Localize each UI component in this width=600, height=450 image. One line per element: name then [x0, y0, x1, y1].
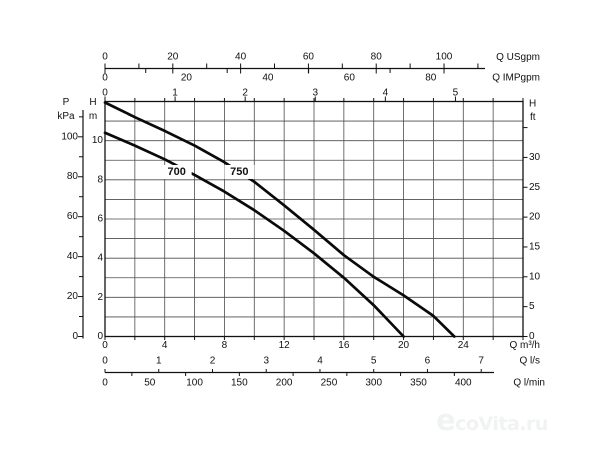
svg-text:60: 60: [303, 52, 315, 63]
svg-text:7: 7: [478, 356, 484, 367]
axis-h-ft: 0 5 10 15 20 25 30 Hft: [523, 99, 541, 342]
svg-text:20: 20: [67, 291, 79, 302]
curve-label-700: 700: [161, 165, 192, 179]
svg-text:350: 350: [410, 378, 427, 389]
svg-text:1: 1: [156, 356, 162, 367]
svg-text:40: 40: [262, 73, 274, 84]
svg-text:40: 40: [67, 251, 79, 262]
svg-text:Q l/s: Q l/s: [519, 356, 540, 367]
svg-text:0: 0: [102, 88, 108, 99]
axis-q-top-unlabeled: 0 1 2 3 4 5: [102, 88, 459, 102]
axis-q-m3h: 0 4 8 12 16 20 24 Q m³/h: [102, 340, 540, 351]
svg-text:0: 0: [72, 331, 78, 342]
watermark-ecovita: ecoVita.ru: [436, 403, 548, 437]
svg-text:5: 5: [529, 301, 535, 312]
svg-text:0: 0: [102, 52, 108, 63]
svg-text:Q USgpm: Q USgpm: [496, 52, 540, 63]
svg-text:150: 150: [231, 378, 248, 389]
svg-text:0: 0: [529, 331, 535, 342]
svg-text:P: P: [63, 97, 70, 108]
svg-text:400: 400: [455, 378, 472, 389]
grid: [105, 101, 523, 337]
svg-text:0: 0: [102, 356, 108, 367]
svg-text:20: 20: [167, 52, 179, 63]
svg-text:5: 5: [453, 88, 459, 99]
svg-text:8: 8: [222, 340, 228, 351]
svg-text:100: 100: [436, 52, 453, 63]
svg-text:20: 20: [181, 73, 193, 84]
curve-700: [103, 131, 405, 338]
svg-text:200: 200: [276, 378, 293, 389]
svg-text:ft: ft: [530, 112, 536, 123]
svg-text:4: 4: [317, 356, 323, 367]
axis-q-usgpm: 0 20 40 60 80 100 Q USgpm: [102, 52, 540, 74]
svg-text:25: 25: [529, 182, 541, 193]
svg-text:Q IMPgpm: Q IMPgpm: [492, 73, 540, 84]
svg-text:24: 24: [458, 340, 470, 351]
svg-text:10: 10: [529, 271, 541, 282]
svg-text:0: 0: [97, 331, 103, 342]
svg-text:40: 40: [235, 52, 247, 63]
axis-q-impgpm: 0 20 40 60 80 Q IMPgpm: [102, 68, 540, 84]
svg-text:60: 60: [344, 73, 356, 84]
curve-label-750: 750: [224, 165, 255, 179]
svg-text:15: 15: [529, 241, 541, 252]
svg-text:20: 20: [398, 340, 410, 351]
watermark-rest: coVita.ru: [455, 413, 548, 435]
svg-text:3: 3: [312, 88, 318, 99]
svg-text:8: 8: [97, 174, 103, 185]
svg-text:H: H: [529, 99, 536, 110]
svg-text:12: 12: [279, 340, 291, 351]
svg-text:2: 2: [97, 292, 103, 303]
svg-text:750: 750: [230, 166, 248, 178]
svg-text:300: 300: [365, 378, 382, 389]
svg-text:H: H: [89, 97, 96, 108]
axis-q-ls: 0 1 2 3 4 5 6 7 Q l/s: [102, 356, 540, 376]
svg-text:Q m³/h: Q m³/h: [509, 340, 540, 351]
svg-text:1: 1: [172, 88, 178, 99]
svg-text:50: 50: [144, 378, 156, 389]
axis-q-lmin: 0 50 100 150 200 250 300 350 400 Q l/min: [102, 378, 545, 389]
svg-text:700: 700: [167, 166, 185, 178]
svg-text:20: 20: [529, 212, 541, 223]
svg-text:60: 60: [67, 211, 79, 222]
svg-text:10: 10: [92, 135, 104, 146]
svg-text:6: 6: [425, 356, 431, 367]
svg-text:80: 80: [371, 52, 383, 63]
svg-text:m: m: [89, 111, 97, 122]
plot-frame: [104, 98, 524, 340]
svg-text:80: 80: [67, 171, 79, 182]
svg-text:Q l/min: Q l/min: [513, 378, 545, 389]
curve-750: [103, 101, 456, 338]
svg-text:4: 4: [383, 88, 389, 99]
watermark-lead: e: [436, 403, 456, 437]
svg-text:6: 6: [97, 214, 103, 225]
axis-h-m: 0 2 4 6 8 10 Hm: [89, 97, 104, 342]
svg-text:100: 100: [186, 378, 203, 389]
svg-text:0: 0: [102, 378, 108, 389]
svg-text:250: 250: [321, 378, 338, 389]
svg-text:kPa: kPa: [57, 111, 75, 122]
svg-text:16: 16: [338, 340, 350, 351]
svg-text:4: 4: [162, 340, 168, 351]
svg-text:5: 5: [371, 356, 377, 367]
svg-text:2: 2: [210, 356, 216, 367]
svg-text:3: 3: [263, 356, 269, 367]
svg-text:0: 0: [102, 340, 108, 351]
svg-text:0: 0: [102, 73, 108, 84]
svg-text:2: 2: [242, 88, 248, 99]
svg-text:4: 4: [97, 253, 103, 264]
svg-text:30: 30: [529, 152, 541, 163]
svg-text:80: 80: [425, 73, 437, 84]
svg-text:100: 100: [61, 131, 78, 142]
